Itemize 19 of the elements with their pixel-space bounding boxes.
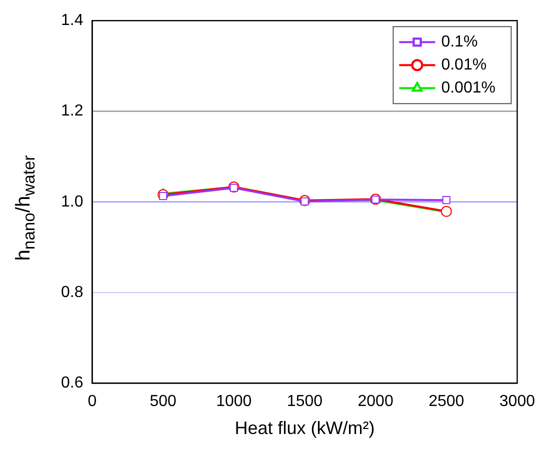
x-tick-label: 1500	[286, 393, 323, 410]
point	[442, 196, 450, 204]
legend-label: 0.01%	[441, 56, 487, 74]
x-axis-title: Heat flux (kW/m²)	[234, 418, 375, 438]
x-tick-label: 2000	[358, 393, 394, 410]
y-tick-label: 1.0	[60, 193, 84, 210]
y-tick-label: 1.4	[60, 12, 84, 30]
x-tick-label: 1000	[216, 393, 252, 410]
y-tick-label: 0.8	[60, 284, 84, 301]
legend-label: 0.001%	[441, 80, 496, 97]
legend-label: 0.1%	[441, 34, 478, 51]
point	[230, 184, 238, 192]
x-tick-label: 3000	[499, 393, 536, 410]
y-tick-label: 0.6	[60, 374, 84, 392]
x-tick-label: 0	[88, 393, 97, 410]
y-tick-label: 1.2	[60, 102, 84, 120]
x-tick-label: 2500	[428, 393, 464, 410]
x-tick-label: 500	[150, 393, 177, 410]
point	[159, 192, 168, 200]
